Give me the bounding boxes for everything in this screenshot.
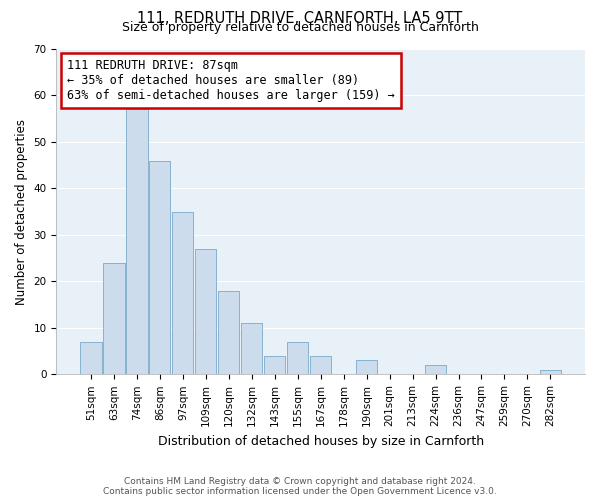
Bar bbox=[310, 356, 331, 374]
Bar bbox=[127, 110, 148, 374]
Text: Size of property relative to detached houses in Carnforth: Size of property relative to detached ho… bbox=[122, 22, 478, 35]
Bar bbox=[172, 212, 193, 374]
Bar bbox=[149, 160, 170, 374]
Bar bbox=[195, 249, 217, 374]
Bar bbox=[264, 356, 286, 374]
Bar bbox=[425, 365, 446, 374]
Bar bbox=[540, 370, 561, 374]
Bar bbox=[287, 342, 308, 374]
Bar bbox=[218, 290, 239, 374]
Text: 111, REDRUTH DRIVE, CARNFORTH, LA5 9TT: 111, REDRUTH DRIVE, CARNFORTH, LA5 9TT bbox=[137, 11, 463, 26]
Bar bbox=[241, 323, 262, 374]
Text: Contains HM Land Registry data © Crown copyright and database right 2024.
Contai: Contains HM Land Registry data © Crown c… bbox=[103, 476, 497, 496]
Bar bbox=[80, 342, 101, 374]
X-axis label: Distribution of detached houses by size in Carnforth: Distribution of detached houses by size … bbox=[158, 434, 484, 448]
Text: 111 REDRUTH DRIVE: 87sqm
← 35% of detached houses are smaller (89)
63% of semi-d: 111 REDRUTH DRIVE: 87sqm ← 35% of detach… bbox=[67, 59, 395, 102]
Bar bbox=[103, 263, 125, 374]
Bar bbox=[356, 360, 377, 374]
Y-axis label: Number of detached properties: Number of detached properties bbox=[15, 118, 28, 304]
